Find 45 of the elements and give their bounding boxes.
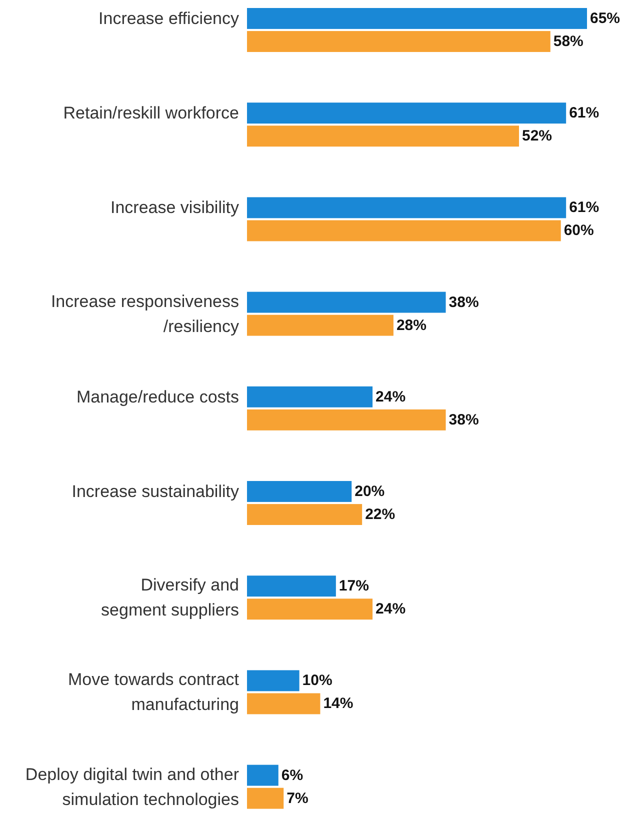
- bar: [247, 409, 446, 430]
- y-tick-label: Manage/reduce costs: [76, 387, 239, 406]
- data-label: 28%: [396, 316, 426, 334]
- bar: [247, 31, 550, 52]
- bar: [247, 8, 587, 29]
- bar: [247, 126, 519, 147]
- data-label: 6%: [281, 766, 304, 784]
- bar: [247, 220, 561, 242]
- data-label: 61%: [569, 104, 600, 122]
- bar: [247, 314, 394, 336]
- y-tick-label: Increase efficiency: [98, 8, 240, 28]
- y-tick-label: Increase responsiveness /resiliency: [50, 292, 240, 336]
- data-label: 24%: [376, 388, 406, 406]
- bar: [247, 670, 300, 692]
- y-tick-label: Deploy digital twin and other simulation technologies: [25, 764, 240, 809]
- data-label: 38%: [448, 411, 479, 428]
- data-label: 20%: [354, 482, 385, 500]
- data-label: 7%: [286, 790, 308, 807]
- bar: [247, 693, 320, 714]
- bar: [247, 576, 336, 597]
- y-tick-label: Retain/reskill workforce: [63, 104, 239, 123]
- data-label: 10%: [302, 672, 332, 690]
- data-label: 17%: [338, 578, 369, 595]
- bar: [247, 102, 566, 124]
- y-tick-label: Move towards contract manufacturing: [68, 670, 240, 714]
- bar: [247, 598, 373, 620]
- y-tick-label: Increase visibility: [110, 198, 240, 218]
- y-tick-label: Increase sustainability: [72, 482, 240, 501]
- data-label: 58%: [553, 33, 584, 50]
- data-label: 61%: [569, 199, 600, 216]
- bar: [247, 788, 284, 809]
- y-tick-label: Diversify and segment suppliers: [101, 576, 239, 620]
- bar: [247, 197, 566, 218]
- bar: [247, 292, 446, 313]
- bar: [247, 504, 362, 525]
- data-label: 24%: [376, 600, 406, 618]
- bar: [247, 764, 278, 786]
- data-label: 52%: [522, 128, 552, 145]
- data-label: 60%: [564, 222, 594, 240]
- data-label: 22%: [365, 506, 396, 524]
- bar: [247, 481, 352, 502]
- bar: [247, 386, 373, 408]
- data-label: 38%: [448, 294, 479, 311]
- data-label: 65%: [590, 10, 620, 27]
- data-label: 14%: [323, 695, 354, 712]
